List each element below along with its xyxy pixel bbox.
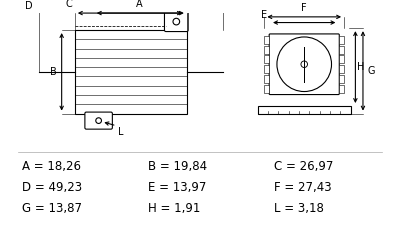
Circle shape xyxy=(301,61,308,67)
Text: D = 49,23: D = 49,23 xyxy=(22,181,82,194)
Bar xyxy=(258,106,351,114)
Text: A = 18,26: A = 18,26 xyxy=(22,160,81,173)
Bar xyxy=(339,65,344,73)
Bar xyxy=(339,75,344,83)
FancyBboxPatch shape xyxy=(85,112,112,129)
Bar xyxy=(339,46,344,54)
Bar xyxy=(264,55,269,63)
Bar xyxy=(339,36,344,44)
Circle shape xyxy=(173,18,180,25)
Text: B: B xyxy=(50,67,57,77)
Text: F = 27,43: F = 27,43 xyxy=(274,181,332,194)
Text: B = 19,84: B = 19,84 xyxy=(148,160,207,173)
Bar xyxy=(264,85,269,93)
Text: C: C xyxy=(65,0,72,9)
Text: D: D xyxy=(25,0,32,10)
Text: H = 1,91: H = 1,91 xyxy=(148,202,200,215)
FancyBboxPatch shape xyxy=(164,12,188,32)
Text: E = 13,97: E = 13,97 xyxy=(148,181,206,194)
Bar xyxy=(264,36,269,44)
Text: G: G xyxy=(368,66,375,76)
Bar xyxy=(339,55,344,63)
Bar xyxy=(264,65,269,73)
Text: H: H xyxy=(357,62,365,72)
Bar xyxy=(75,30,187,114)
Circle shape xyxy=(277,37,332,92)
Circle shape xyxy=(96,118,102,124)
Text: F: F xyxy=(302,3,307,13)
Text: C = 26,97: C = 26,97 xyxy=(274,160,333,173)
Bar xyxy=(339,85,344,93)
FancyBboxPatch shape xyxy=(269,34,339,95)
Text: L: L xyxy=(118,127,123,137)
Text: G = 13,87: G = 13,87 xyxy=(22,202,82,215)
Bar xyxy=(264,46,269,54)
Text: A: A xyxy=(136,0,143,9)
Text: L = 3,18: L = 3,18 xyxy=(274,202,324,215)
Text: E: E xyxy=(261,10,267,20)
Bar xyxy=(264,75,269,83)
